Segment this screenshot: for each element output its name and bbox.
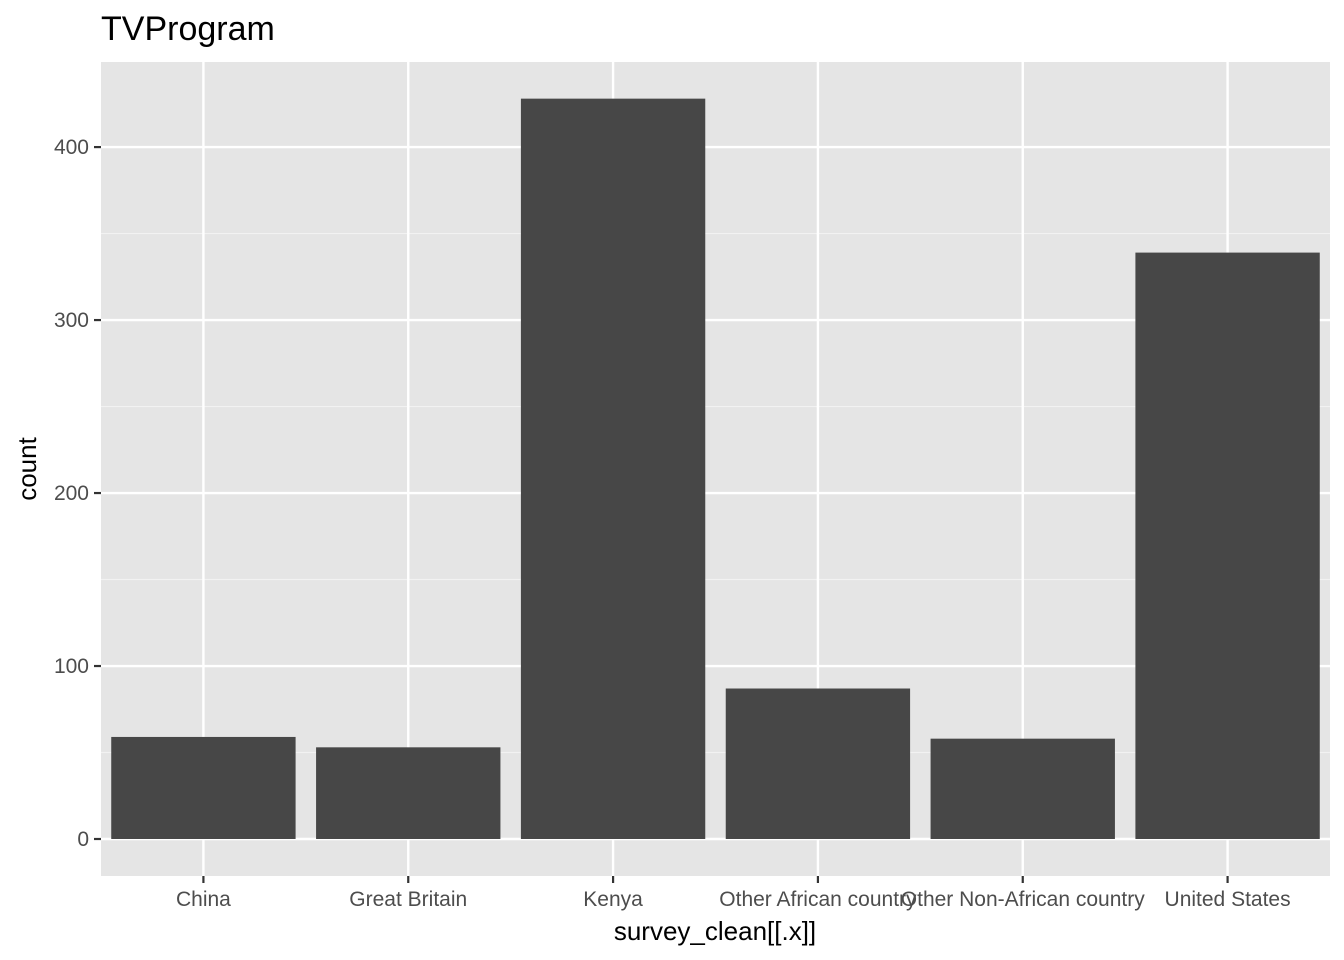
y-axis-title: count bbox=[12, 436, 42, 500]
y-tick-label: 100 bbox=[54, 655, 89, 678]
bar bbox=[111, 736, 296, 839]
y-tick-label: 400 bbox=[54, 136, 89, 159]
bar bbox=[1135, 252, 1320, 840]
bars bbox=[111, 98, 1320, 840]
bar bbox=[520, 98, 706, 839]
x-tick-label: Other Non-African country bbox=[901, 888, 1145, 911]
x-tick-label: Kenya bbox=[583, 888, 643, 911]
plot-panel bbox=[101, 62, 1330, 876]
y-tick-label: 200 bbox=[54, 482, 89, 505]
x-tick-label: Other African country bbox=[719, 888, 917, 911]
chart-title: TVProgram bbox=[101, 10, 275, 48]
x-axis-title: survey_clean[[.x]] bbox=[614, 916, 816, 946]
y-axis: 0 100 200 300 400 bbox=[54, 136, 101, 851]
x-tick-label: Great Britain bbox=[349, 888, 467, 911]
y-tick-label: 0 bbox=[77, 828, 89, 851]
bar bbox=[316, 747, 501, 839]
bar bbox=[930, 738, 1115, 839]
minor-gridlines bbox=[101, 232, 1330, 754]
y-tick-label: 300 bbox=[54, 309, 89, 332]
x-tick-label: United States bbox=[1165, 888, 1291, 911]
x-tick-label: China bbox=[176, 888, 231, 911]
bar bbox=[725, 688, 911, 839]
x-axis: China Great Britain Kenya Other African cou… bbox=[176, 876, 1291, 911]
